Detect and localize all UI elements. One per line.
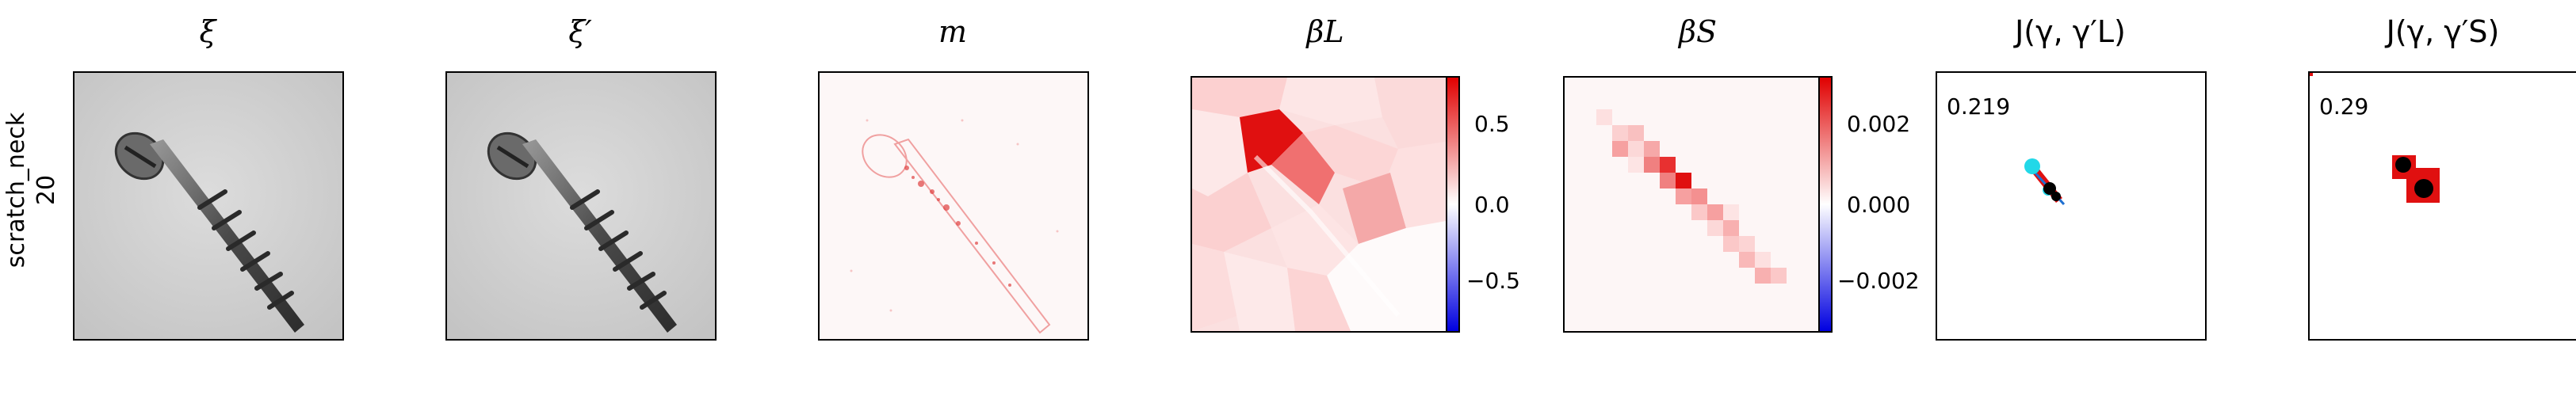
row-label-name: scratch_neck <box>2 112 30 268</box>
panel-title-J-S: J(γ, γ′S) <box>2386 14 2500 49</box>
image-beta-L <box>1191 76 1452 333</box>
panel-title-xi: ξ <box>199 14 216 49</box>
image-mask <box>818 71 1089 341</box>
score-J-S: 0.29 <box>2319 93 2369 120</box>
image-J-S <box>2308 71 2576 341</box>
image-beta-S <box>1563 76 1825 333</box>
colorbar-beta-L-tick-0: 0.5 <box>1474 111 1510 137</box>
colorbar-beta-L-tick-1: 0.0 <box>1474 192 1510 218</box>
colorbar-beta-S <box>1818 76 1833 333</box>
colorbar-beta-S-tick-0: 0.002 <box>1847 111 1911 137</box>
row-label: scratch_neck 20 <box>0 0 79 396</box>
colorbar-beta-L-tick-2: −0.5 <box>1466 268 1520 294</box>
image-J-L <box>1936 71 2207 341</box>
colorbar-beta-S-tick-1: 0.000 <box>1847 192 1911 218</box>
panel-title-beta-L: βL <box>1306 14 1344 49</box>
panel-title-beta-S: βS <box>1678 14 1717 49</box>
colorbar-beta-L <box>1446 76 1460 333</box>
panel-title-xi-prime: ξ′ <box>568 14 592 49</box>
colorbar-beta-S-tick-2: −0.002 <box>1837 268 1920 294</box>
row-label-index: 20 <box>32 175 60 205</box>
panel-title-J-L: J(γ, γ′L) <box>2015 14 2126 49</box>
image-xi-prime <box>445 71 717 341</box>
image-xi <box>73 71 344 341</box>
panel-title-m: m <box>938 14 968 49</box>
score-J-L: 0.219 <box>1947 93 2011 120</box>
